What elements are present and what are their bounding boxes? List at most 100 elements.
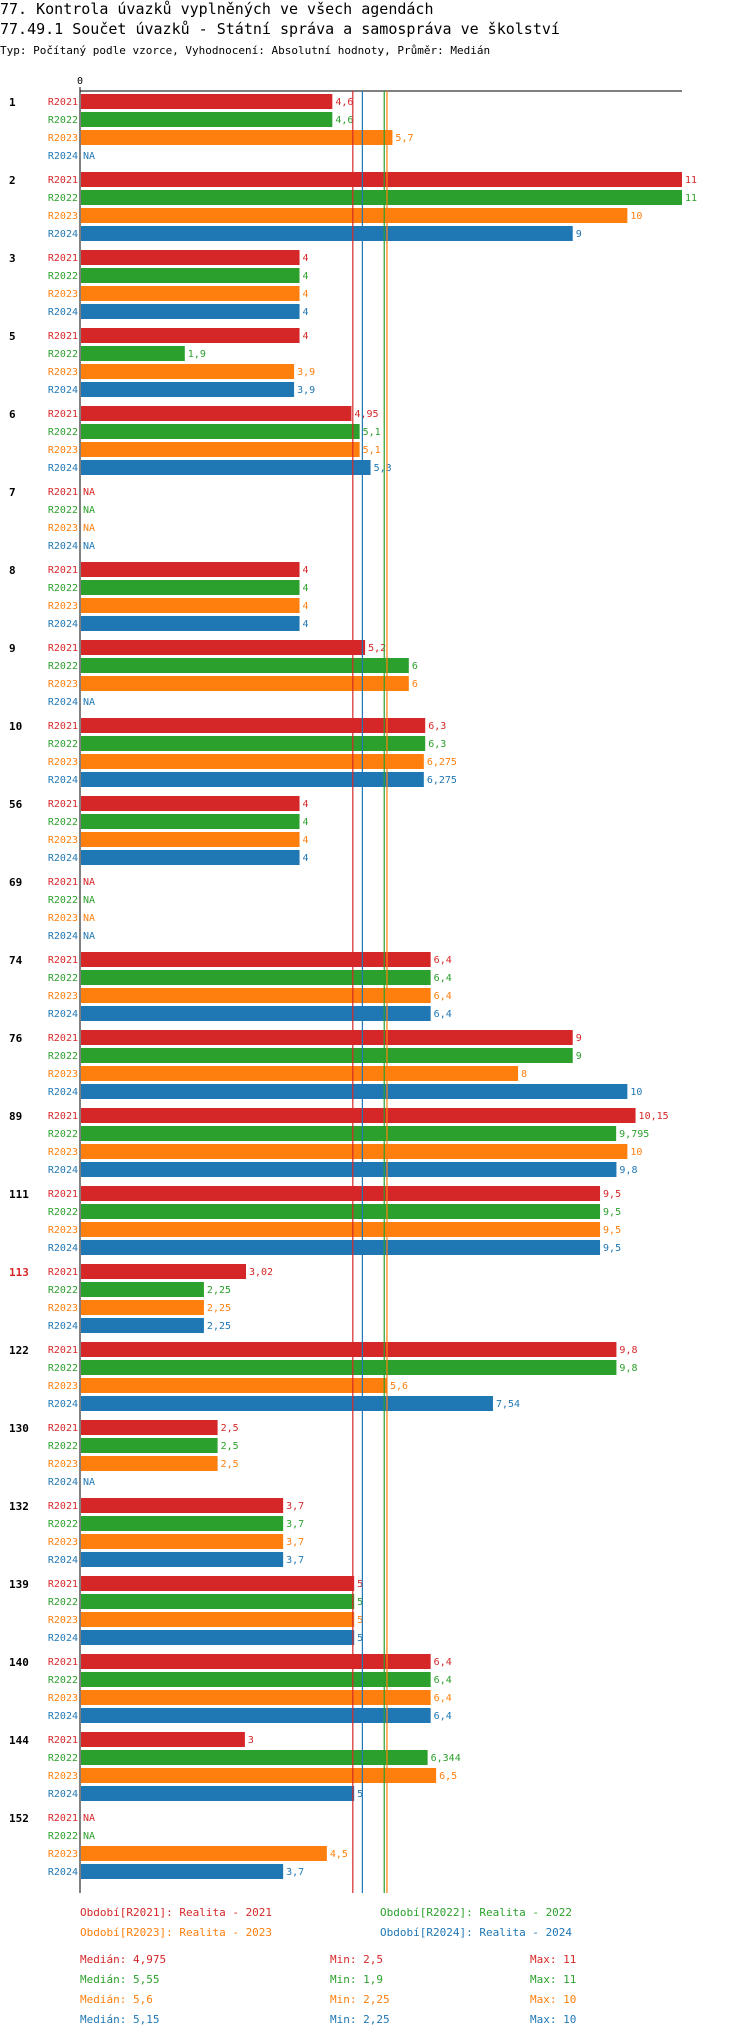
data-label-130-r2023: 2,5 xyxy=(221,1459,239,1470)
data-label-56-r2024: 4 xyxy=(303,853,309,864)
series-label-r2024: R2024 xyxy=(48,697,78,708)
data-label-56-r2023: 4 xyxy=(303,835,309,846)
bar-132-r2021 xyxy=(81,1498,284,1513)
data-label-113-r2024: 2,25 xyxy=(207,1321,231,1332)
bar-113-r2024 xyxy=(81,1318,204,1333)
legend-r2021: Období[R2021]: Realita - 2021 xyxy=(80,1906,273,1919)
series-label-r2022: R2022 xyxy=(48,895,78,906)
group-label-144: 144 xyxy=(9,1734,29,1747)
bar-8-r2024 xyxy=(81,616,300,631)
bar-56-r2023 xyxy=(81,832,300,847)
data-label-5-r2024: 3,9 xyxy=(297,385,315,396)
series-label-r2024: R2024 xyxy=(48,1555,78,1566)
bar-89-r2021 xyxy=(81,1108,636,1123)
bar-122-r2024 xyxy=(81,1396,493,1411)
bar-9-r2022 xyxy=(81,658,409,673)
data-label-10-r2024: 6,275 xyxy=(427,775,457,786)
data-label-7-r2024: NA xyxy=(83,541,95,552)
series-label-r2024: R2024 xyxy=(48,1711,78,1722)
bar-3-r2021 xyxy=(81,250,300,265)
data-label-6-r2021: 4,95 xyxy=(354,409,378,420)
data-label-6-r2024: 5,3 xyxy=(374,463,392,474)
series-label-r2021: R2021 xyxy=(48,331,78,342)
data-label-76-r2024: 10 xyxy=(630,1087,642,1098)
data-label-2-r2023: 10 xyxy=(630,211,642,222)
series-label-r2024: R2024 xyxy=(48,775,78,786)
bar-3-r2024 xyxy=(81,304,300,319)
data-label-152-r2024: 3,7 xyxy=(286,1867,304,1878)
data-label-6-r2022: 5,1 xyxy=(363,427,381,438)
series-label-r2022: R2022 xyxy=(48,505,78,516)
series-label-r2022: R2022 xyxy=(48,1753,78,1764)
data-label-10-r2023: 6,275 xyxy=(427,757,457,768)
data-label-10-r2021: 6,3 xyxy=(428,721,446,732)
stat-min-r2022: Min: 1,9 xyxy=(330,1973,383,1986)
bar-144-r2024 xyxy=(81,1786,355,1801)
bar-152-r2023 xyxy=(81,1846,327,1861)
bar-5-r2024 xyxy=(81,382,295,397)
series-label-r2021: R2021 xyxy=(48,1501,78,1512)
bar-6-r2023 xyxy=(81,442,360,457)
data-label-144-r2024: 5 xyxy=(357,1789,363,1800)
data-label-7-r2023: NA xyxy=(83,523,95,534)
data-label-111-r2021: 9,5 xyxy=(603,1189,621,1200)
data-label-5-r2021: 4 xyxy=(303,331,309,342)
data-label-74-r2022: 6,4 xyxy=(434,973,452,984)
series-label-r2024: R2024 xyxy=(48,307,78,318)
series-label-r2022: R2022 xyxy=(48,193,78,204)
data-label-130-r2022: 2,5 xyxy=(221,1441,239,1452)
bar-111-r2024 xyxy=(81,1240,601,1255)
data-label-132-r2021: 3,7 xyxy=(286,1501,304,1512)
series-label-r2021: R2021 xyxy=(48,1033,78,1044)
chart-subtitle: 77.49.1 Součet úvazků - Státní správa a … xyxy=(0,20,560,38)
series-label-r2024: R2024 xyxy=(48,1633,78,1644)
data-label-3-r2021: 4 xyxy=(303,253,309,264)
stat-max-r2024: Max: 10 xyxy=(530,2013,577,2026)
group-label-9: 9 xyxy=(9,642,16,655)
series-label-r2022: R2022 xyxy=(48,349,78,360)
stat-min-r2024: Min: 2,25 xyxy=(330,2013,390,2026)
data-label-1-r2023: 5,7 xyxy=(395,133,413,144)
data-label-9-r2024: NA xyxy=(83,697,95,708)
series-label-r2023: R2023 xyxy=(48,679,78,690)
series-label-r2021: R2021 xyxy=(48,1657,78,1668)
data-label-113-r2023: 2,25 xyxy=(207,1303,231,1314)
data-label-1-r2021: 4,6 xyxy=(335,97,353,108)
data-label-139-r2021: 5 xyxy=(357,1579,363,1590)
series-label-r2023: R2023 xyxy=(48,1225,78,1236)
series-label-r2022: R2022 xyxy=(48,973,78,984)
bar-3-r2022 xyxy=(81,268,300,283)
stat-max-r2023: Max: 10 xyxy=(530,1993,577,2006)
series-label-r2022: R2022 xyxy=(48,1597,78,1608)
series-label-r2021: R2021 xyxy=(48,253,78,264)
bar-8-r2023 xyxy=(81,598,300,613)
data-label-56-r2022: 4 xyxy=(303,817,309,828)
series-label-r2023: R2023 xyxy=(48,289,78,300)
bar-74-r2022 xyxy=(81,970,431,985)
data-label-122-r2022: 9,8 xyxy=(619,1363,637,1374)
data-label-132-r2022: 3,7 xyxy=(286,1519,304,1530)
series-label-r2022: R2022 xyxy=(48,1519,78,1530)
data-label-69-r2024: NA xyxy=(83,931,95,942)
series-label-r2022: R2022 xyxy=(48,1363,78,1374)
series-label-r2021: R2021 xyxy=(48,1423,78,1434)
legend-r2023: Období[R2023]: Realita - 2023 xyxy=(80,1926,273,1939)
data-label-10-r2022: 6,3 xyxy=(428,739,446,750)
bar-113-r2023 xyxy=(81,1300,204,1315)
bar-122-r2023 xyxy=(81,1378,387,1393)
series-label-r2023: R2023 xyxy=(48,1147,78,1158)
series-label-r2024: R2024 xyxy=(48,229,78,240)
data-label-111-r2022: 9,5 xyxy=(603,1207,621,1218)
series-label-r2022: R2022 xyxy=(48,1441,78,1452)
bar-10-r2024 xyxy=(81,772,424,787)
series-label-r2023: R2023 xyxy=(48,1069,78,1080)
bar-8-r2021 xyxy=(81,562,300,577)
series-label-r2021: R2021 xyxy=(48,955,78,966)
stat-median-r2022: Medián: 5,55 xyxy=(80,1973,160,1986)
series-label-r2023: R2023 xyxy=(48,1849,78,1860)
data-label-74-r2024: 6,4 xyxy=(434,1009,452,1020)
stat-median-r2024: Medián: 5,15 xyxy=(80,2013,160,2026)
data-label-9-r2022: 6 xyxy=(412,661,418,672)
bar-10-r2021 xyxy=(81,718,426,733)
group-label-132: 132 xyxy=(9,1500,29,1513)
